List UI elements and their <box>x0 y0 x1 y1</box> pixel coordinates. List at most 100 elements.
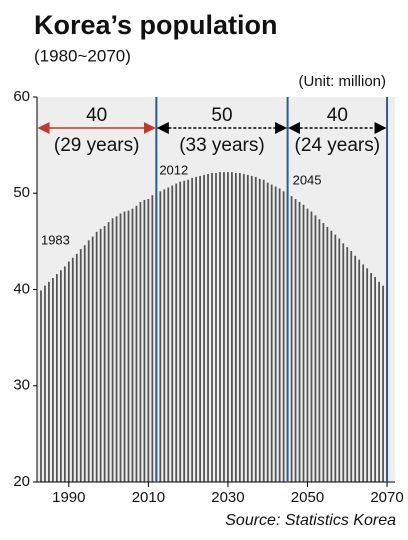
chart-title: Korea’s population <box>34 10 278 40</box>
bar <box>266 182 269 482</box>
bar <box>270 184 273 482</box>
period-label: (24 years) <box>295 135 381 156</box>
x-tick-label: 2030 <box>211 489 244 506</box>
bar <box>179 181 182 482</box>
bar <box>318 219 321 483</box>
bar <box>274 186 277 482</box>
y-tick-label: 50 <box>13 184 30 201</box>
bar <box>87 240 90 482</box>
bar <box>374 276 377 482</box>
bar <box>282 191 285 482</box>
bar <box>79 249 82 482</box>
bar <box>211 173 213 482</box>
bar <box>258 178 261 482</box>
bar <box>187 179 190 482</box>
bar <box>63 266 66 482</box>
bar <box>334 234 337 482</box>
bar <box>52 277 54 482</box>
bar <box>366 268 369 482</box>
bar <box>115 216 118 482</box>
bar <box>382 285 384 482</box>
bar <box>199 175 201 483</box>
chart-subtitle: (1980~2070) <box>34 46 131 65</box>
bar <box>71 257 74 482</box>
bar <box>242 174 245 482</box>
y-tick-label: 30 <box>13 377 30 394</box>
bar <box>135 205 138 482</box>
y-tick-label: 20 <box>13 473 30 490</box>
bar <box>330 230 333 482</box>
bar <box>91 236 94 482</box>
milestone-label: 2045 <box>293 172 322 187</box>
x-tick-label: 2070 <box>370 489 403 506</box>
period-value: 50 <box>211 105 232 126</box>
y-tick-label: 60 <box>13 88 30 105</box>
bar <box>338 238 341 482</box>
bar <box>183 180 186 483</box>
bar <box>111 218 114 482</box>
bar <box>48 281 50 482</box>
unit-label: (Unit: million) <box>298 73 386 90</box>
bar <box>40 290 42 482</box>
bar <box>75 253 78 482</box>
period-label: (33 years) <box>179 135 265 156</box>
bar <box>310 211 313 482</box>
bar <box>358 259 361 482</box>
bar <box>223 172 225 482</box>
period-label: (29 years) <box>54 135 140 156</box>
x-tick-label: 2050 <box>291 489 324 506</box>
bar <box>191 177 194 482</box>
bar <box>342 243 345 482</box>
bar <box>370 273 373 482</box>
bar <box>294 199 297 482</box>
bar <box>346 247 349 482</box>
period-value: 40 <box>86 105 107 126</box>
bar <box>250 175 253 483</box>
bar <box>306 208 309 482</box>
x-tick-label: 1990 <box>52 489 85 506</box>
bar <box>147 199 150 482</box>
bar <box>151 195 154 483</box>
bar <box>238 173 241 482</box>
bar <box>378 281 380 482</box>
bar <box>322 223 325 482</box>
bar <box>302 204 305 483</box>
bar <box>131 208 134 482</box>
source: Source: Statistics Korea <box>225 512 396 529</box>
bar <box>278 188 281 482</box>
bar <box>167 187 170 482</box>
bar <box>127 210 130 482</box>
bar <box>231 172 233 482</box>
bar <box>203 174 205 482</box>
bar <box>119 213 122 482</box>
bar <box>298 201 301 482</box>
bar <box>123 211 126 482</box>
bar <box>83 245 86 482</box>
bar <box>215 173 217 482</box>
bar <box>44 285 46 482</box>
bar <box>227 172 229 482</box>
bar <box>362 264 365 482</box>
bar <box>326 226 329 482</box>
bar <box>59 270 62 482</box>
bar <box>159 191 162 482</box>
bar <box>246 174 249 482</box>
milestone-label: 1983 <box>41 232 70 247</box>
bar <box>254 176 257 482</box>
bar <box>314 215 317 482</box>
bar <box>171 185 174 483</box>
bar <box>350 251 353 482</box>
bar <box>234 173 237 482</box>
bar <box>219 172 221 482</box>
bar <box>143 199 146 483</box>
bar <box>262 179 265 482</box>
bar <box>290 196 293 482</box>
bar <box>139 201 142 482</box>
bar <box>55 274 58 482</box>
period-value: 40 <box>327 105 348 126</box>
bar <box>354 255 357 482</box>
bar <box>95 231 98 482</box>
y-tick-label: 40 <box>13 280 30 297</box>
bar <box>175 183 178 482</box>
bar <box>99 228 102 482</box>
